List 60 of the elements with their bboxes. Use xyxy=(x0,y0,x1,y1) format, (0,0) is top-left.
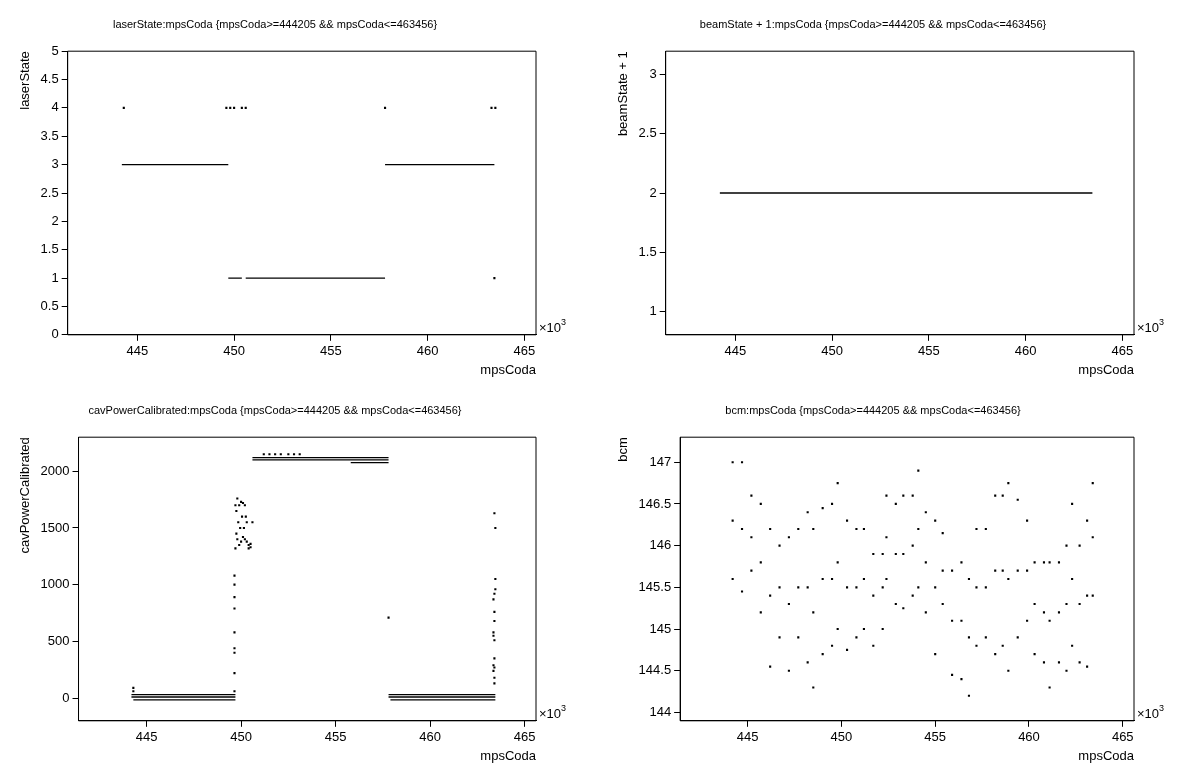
y-tick-label: 2.5 xyxy=(638,125,657,141)
x-tick-label: 445 xyxy=(736,729,759,745)
y-tick-label: 145.5 xyxy=(638,578,672,594)
y-tick-label: 1500 xyxy=(40,519,70,535)
x-tick-label: 455 xyxy=(924,729,947,745)
y-tick-label: 3 xyxy=(51,156,59,172)
x-tick-label: 465 xyxy=(1111,729,1134,745)
x-tick-label: 460 xyxy=(419,729,441,745)
y-tick-label: 4 xyxy=(51,99,59,115)
x-tick-label: 455 xyxy=(324,729,347,745)
y-tick-label: 2.5 xyxy=(40,184,59,200)
x-tick-label: 450 xyxy=(230,729,252,745)
x-tick-label: 450 xyxy=(223,343,245,359)
y-tick-label: 2000 xyxy=(40,462,70,478)
y-tick-label: 3 xyxy=(649,66,657,82)
x-tick-label: 465 xyxy=(513,729,536,745)
y-tick-label: 2 xyxy=(649,184,657,200)
x-tick-label: 460 xyxy=(1014,343,1037,359)
x-axis-title: mpsCoda xyxy=(480,361,537,377)
y-tick-label: 144.5 xyxy=(638,662,672,678)
x-tick-label: 465 xyxy=(1111,343,1134,359)
x-axis-title: mpsCoda xyxy=(1078,747,1135,763)
y-tick-label: 146 xyxy=(649,537,672,553)
x-tick-label: 460 xyxy=(416,343,439,359)
y-tick-label: 0.5 xyxy=(40,298,59,314)
y-tick-label: 144 xyxy=(649,704,672,720)
x-tick-label: 445 xyxy=(724,343,747,359)
chart-title: cavPowerCalibrated:mpsCoda {mpsCoda>=444205 && mpsCoda<=463456} xyxy=(88,403,462,416)
y-axis-title: bcm xyxy=(615,437,631,462)
y-tick-label: 500 xyxy=(47,632,70,648)
y-tick-label: 0 xyxy=(62,689,70,705)
y-axis-title: cavPowerCalibrated xyxy=(17,437,33,554)
y-tick-label: 1.5 xyxy=(638,243,657,259)
x-tick-label: 450 xyxy=(821,343,843,359)
y-tick-label: 145 xyxy=(649,620,672,636)
y-tick-label: 147 xyxy=(649,453,672,469)
y-axis-title: laserState xyxy=(17,51,33,110)
y-tick-label: 1 xyxy=(649,302,657,318)
y-tick-label: 1 xyxy=(51,269,59,285)
x-tick-label: 455 xyxy=(320,343,342,359)
y-tick-label: 1.5 xyxy=(40,241,59,257)
y-tick-label: 3.5 xyxy=(40,127,59,143)
x-tick-label: 465 xyxy=(513,343,536,359)
y-axis-title: beamState + 1 xyxy=(615,51,631,137)
x-axis-title: mpsCoda xyxy=(1078,361,1135,377)
y-tick-label: 5 xyxy=(51,42,59,58)
chart-title: beamState + 1:mpsCoda {mpsCoda>=444205 && mpsCoda<=463456} xyxy=(699,17,1047,30)
x-axis-title: mpsCoda xyxy=(480,747,537,763)
x-tick-label: 450 xyxy=(830,729,853,745)
x-tick-label: 445 xyxy=(135,729,158,745)
y-tick-label: 0 xyxy=(51,326,59,342)
y-tick-label: 4.5 xyxy=(40,71,59,87)
x-tick-label: 460 xyxy=(1018,729,1040,745)
chart-title: bcm:mpsCoda {mpsCoda>=444205 && mpsCoda<=463456} xyxy=(725,403,1022,416)
x-tick-label: 445 xyxy=(126,343,149,359)
y-tick-label: 146.5 xyxy=(638,495,672,511)
y-tick-label: 1000 xyxy=(40,576,70,592)
x-tick-label: 455 xyxy=(918,343,940,359)
chart-title: laserState:mpsCoda {mpsCoda>=444205 && mpsCoda<=463456} xyxy=(112,17,438,30)
y-tick-label: 2 xyxy=(51,212,59,228)
